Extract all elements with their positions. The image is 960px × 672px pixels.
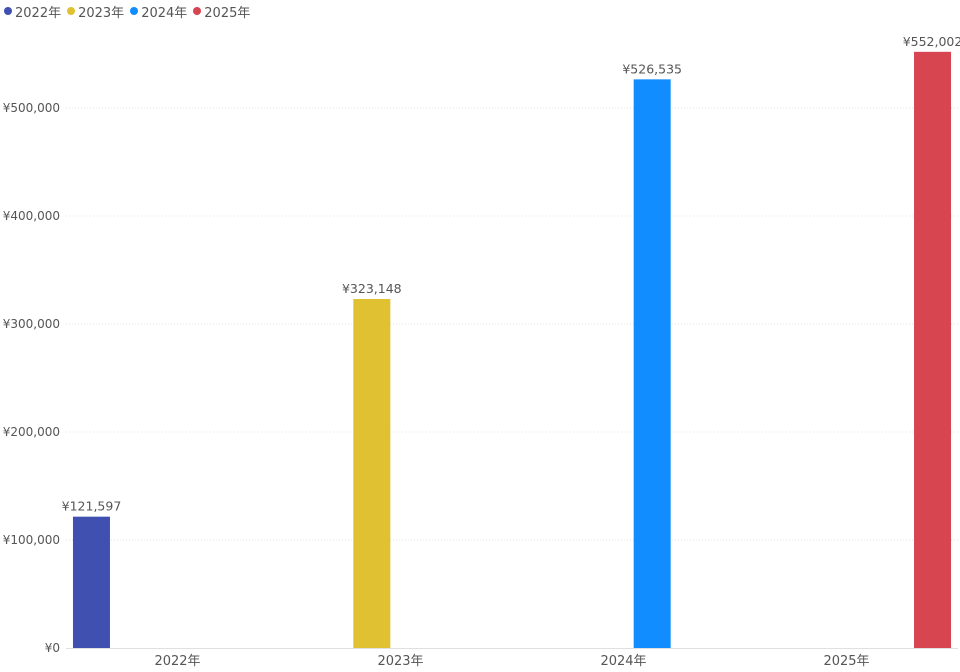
x-category-label: 2022年 <box>154 654 200 669</box>
y-tick-label: ¥0 <box>45 641 60 655</box>
legend-marker-icon <box>130 7 139 15</box>
legend-label: 2025年 <box>204 5 251 21</box>
legend-item[interactable]: 2025年 <box>193 2 250 21</box>
bar <box>914 51 952 649</box>
legend-marker-icon <box>193 7 202 15</box>
legend-label: 2022年 <box>15 5 62 21</box>
y-tick-label: ¥100,000 <box>3 533 60 547</box>
data-label: ¥526,535 <box>622 61 682 76</box>
x-category-label: 2023年 <box>377 654 423 669</box>
legend-label: 2023年 <box>78 5 125 21</box>
legend-item[interactable]: 2023年 <box>67 2 124 21</box>
y-tick-label: ¥300,000 <box>3 317 60 331</box>
bar <box>633 79 671 648</box>
legend-item[interactable]: 2024年 <box>130 2 187 21</box>
legend-label: 2024年 <box>141 5 188 21</box>
bar <box>72 516 110 648</box>
data-label: ¥121,597 <box>62 499 122 514</box>
bar <box>353 299 391 648</box>
x-category-label: 2025年 <box>823 654 869 669</box>
x-category-label: 2024年 <box>600 654 646 669</box>
y-tick-label: ¥200,000 <box>3 425 60 439</box>
legend-marker-icon <box>67 7 76 15</box>
y-tick-label: ¥500,000 <box>3 101 60 115</box>
legend-item[interactable]: 2022年 <box>4 2 61 21</box>
chart-legend: 2022年 2023年 2024年 2025年 <box>4 2 256 21</box>
data-label: ¥552,002 <box>903 34 960 49</box>
legend-marker-icon <box>4 7 12 15</box>
y-tick-label: ¥400,000 <box>3 209 60 223</box>
data-label: ¥323,148 <box>342 281 402 296</box>
